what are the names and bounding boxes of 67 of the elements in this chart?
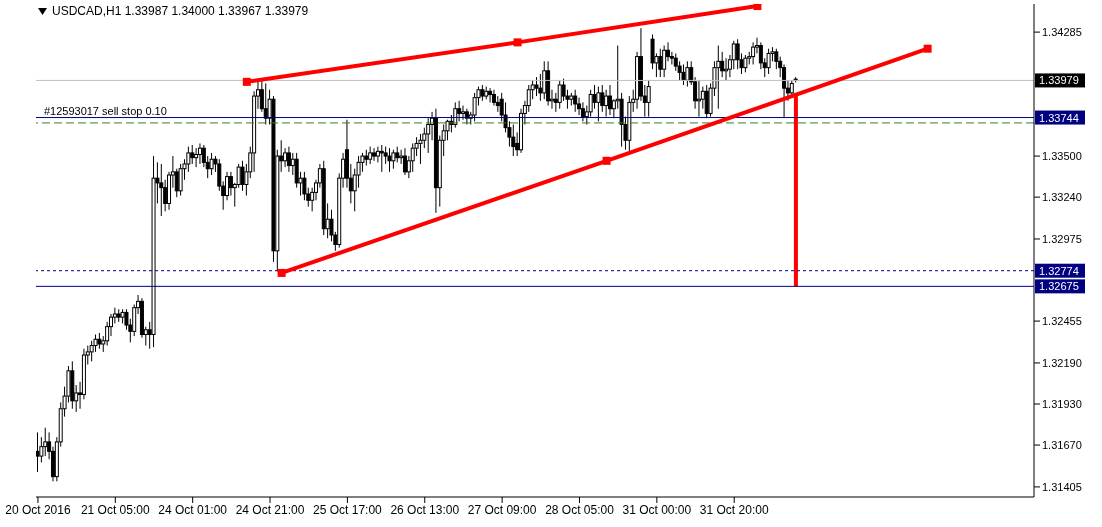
y-tick-label: 1.32190 bbox=[1042, 356, 1082, 369]
candlestick bbox=[573, 89, 578, 113]
candlestick bbox=[159, 163, 164, 217]
candlestick bbox=[735, 38, 740, 70]
y-tick-label: 1.33500 bbox=[1042, 149, 1082, 162]
candlestick bbox=[36, 431, 40, 473]
y-tick-label: 1.32455 bbox=[1042, 314, 1082, 327]
x-tick-label: 31 Oct 00:00 bbox=[622, 502, 692, 517]
x-tick-label: 28 Oct 05:00 bbox=[545, 502, 615, 517]
x-tick-label: 24 Oct 21:00 bbox=[235, 502, 305, 517]
candlestick bbox=[716, 45, 721, 110]
candlestick bbox=[538, 73, 543, 102]
x-tick-label: 24 Oct 01:00 bbox=[158, 502, 228, 517]
candlestick bbox=[379, 144, 384, 173]
candlestick bbox=[608, 84, 612, 116]
ref-line-label: 1.33744 bbox=[1039, 111, 1079, 124]
candlestick bbox=[662, 45, 667, 78]
y-tick-label: 1.31405 bbox=[1042, 480, 1082, 493]
candlestick bbox=[391, 149, 396, 170]
candlestick bbox=[542, 60, 547, 100]
chart-title: USDCAD,H1 1.33987 1.34000 1.33967 1.33979 bbox=[52, 4, 309, 18]
point bbox=[753, 4, 762, 11]
y-tick-label: 1.33240 bbox=[1042, 191, 1082, 204]
candlestick bbox=[197, 142, 202, 165]
candlestick bbox=[534, 76, 539, 97]
x-tick-label: 31 Oct 20:00 bbox=[699, 502, 769, 517]
candlestick bbox=[646, 79, 651, 118]
y-tick-label: 1.32975 bbox=[1042, 232, 1082, 245]
candlestick bbox=[178, 163, 183, 197]
candlestick bbox=[286, 146, 291, 173]
point bbox=[513, 38, 522, 47]
ref-line-label: 1.33979 bbox=[1039, 74, 1079, 87]
candlestick bbox=[217, 158, 222, 192]
candlestick bbox=[190, 144, 195, 165]
candlestick bbox=[194, 147, 199, 168]
y-tick-label: 1.31670 bbox=[1042, 438, 1082, 451]
x-tick-label: 27 Oct 09:00 bbox=[467, 502, 537, 517]
candlestick bbox=[372, 147, 377, 162]
candlestick bbox=[457, 100, 462, 122]
x-tick-label: 26 Oct 13:00 bbox=[390, 502, 460, 517]
x-tick-label: 25 Oct 17:00 bbox=[313, 502, 383, 517]
candlestick bbox=[240, 160, 245, 192]
candlestick bbox=[685, 60, 690, 88]
x-tick-label: 20 Oct 2016 bbox=[5, 502, 71, 517]
candlestick bbox=[751, 41, 756, 65]
candlestick bbox=[588, 89, 593, 118]
point bbox=[277, 268, 286, 277]
point bbox=[602, 156, 611, 165]
candlestick bbox=[461, 105, 465, 121]
candlestick bbox=[592, 84, 597, 110]
point bbox=[923, 44, 932, 53]
ref-line-label: 1.32675 bbox=[1039, 280, 1079, 293]
candlestick bbox=[580, 101, 585, 122]
x-tick-label: 21 Oct 05:00 bbox=[80, 502, 150, 517]
annotation: #12593017 sell stop 0.10 bbox=[43, 104, 167, 117]
candlestick bbox=[488, 87, 493, 103]
ref-line-label: 1.32774 bbox=[1039, 264, 1079, 277]
point bbox=[242, 77, 251, 86]
candlestick bbox=[402, 147, 407, 176]
y-tick-label: 1.31930 bbox=[1042, 397, 1082, 410]
candlestick bbox=[681, 63, 686, 86]
candlestick bbox=[604, 89, 609, 118]
y-tick-label: 1.34285 bbox=[1042, 26, 1082, 39]
candlestick bbox=[511, 123, 516, 157]
candlestick bbox=[658, 48, 663, 78]
candlestick bbox=[774, 48, 779, 70]
candlestick bbox=[596, 86, 601, 122]
